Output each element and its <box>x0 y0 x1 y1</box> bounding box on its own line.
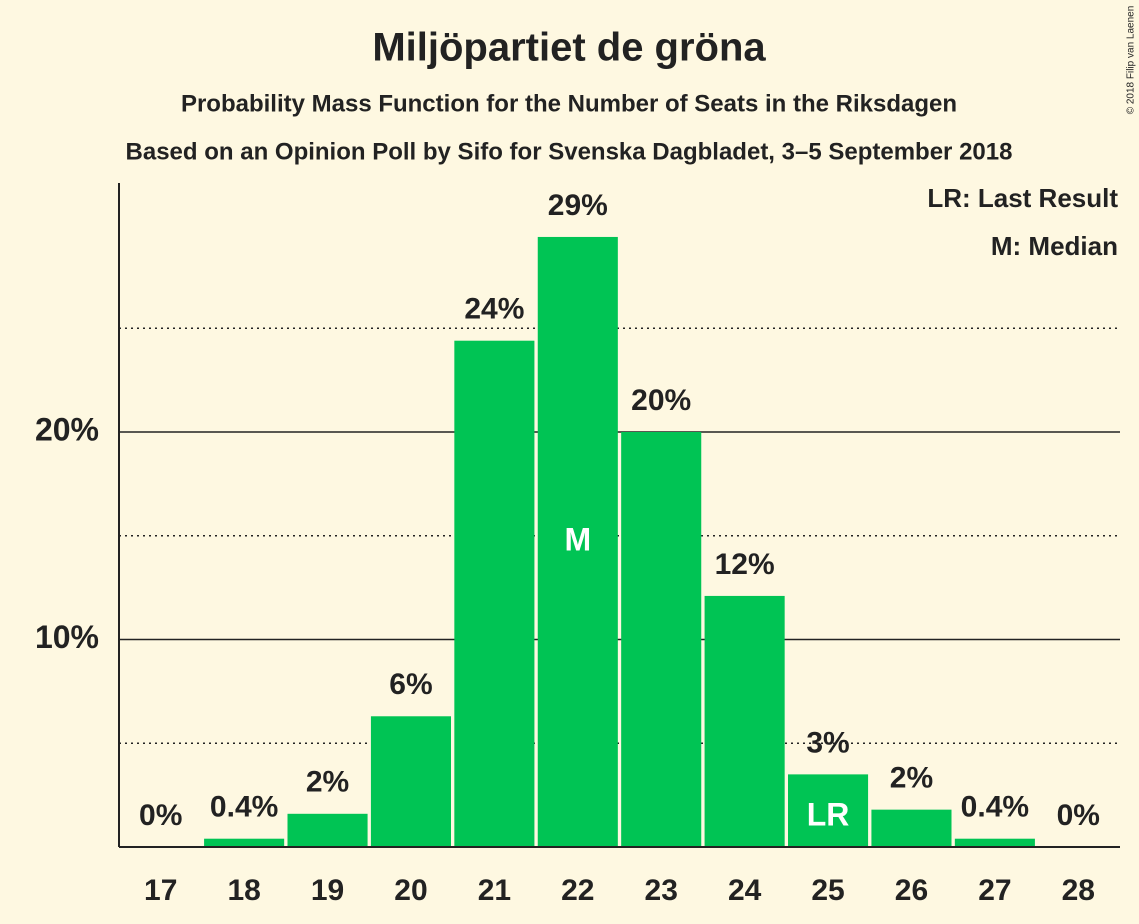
data-label: 20% <box>631 384 691 417</box>
data-label: 0.4% <box>961 791 1029 824</box>
legend-entry: LR: Last Result <box>927 183 1118 213</box>
chart-subtitle: Based on an Opinion Poll by Sifo for Sve… <box>126 138 1013 165</box>
annotation: M <box>564 521 591 557</box>
x-tick-label: 26 <box>895 874 928 907</box>
data-label: 0% <box>139 799 182 832</box>
data-label: 6% <box>389 668 432 701</box>
data-label: 3% <box>806 726 849 759</box>
data-label: 12% <box>715 548 775 581</box>
copyright: © 2018 Filip van Laenen <box>1126 6 1137 115</box>
data-label: 2% <box>890 762 933 795</box>
x-tick-label: 23 <box>645 874 678 907</box>
data-label: 0.4% <box>210 791 278 824</box>
chart-subtitle: Probability Mass Function for the Number… <box>181 90 957 117</box>
legend-entry: M: Median <box>991 231 1118 261</box>
x-tick-label: 27 <box>978 874 1011 907</box>
x-tick-label: 25 <box>811 874 844 907</box>
x-tick-label: 20 <box>394 874 427 907</box>
data-label: 29% <box>548 189 608 222</box>
data-label: 0% <box>1057 799 1100 832</box>
chart-title: Miljöpartiet de gröna <box>372 26 766 70</box>
bar <box>370 716 451 847</box>
annotation: LR <box>807 796 850 832</box>
bar <box>788 774 869 847</box>
y-tick-label: 20% <box>35 411 99 447</box>
data-label: 2% <box>306 766 349 799</box>
bar <box>287 813 368 847</box>
bar <box>704 595 785 847</box>
bar <box>621 432 702 847</box>
x-tick-label: 18 <box>227 874 260 907</box>
bar <box>871 809 952 847</box>
bar <box>204 838 285 847</box>
y-tick-label: 10% <box>35 619 99 655</box>
x-tick-label: 19 <box>311 874 344 907</box>
x-tick-label: 22 <box>561 874 594 907</box>
bar <box>454 340 535 847</box>
bar <box>954 838 1035 847</box>
x-tick-label: 24 <box>728 874 762 907</box>
x-tick-label: 21 <box>478 874 511 907</box>
bar <box>537 236 618 847</box>
data-label: 24% <box>464 293 524 326</box>
x-tick-label: 28 <box>1062 874 1095 907</box>
x-tick-label: 17 <box>144 874 177 907</box>
